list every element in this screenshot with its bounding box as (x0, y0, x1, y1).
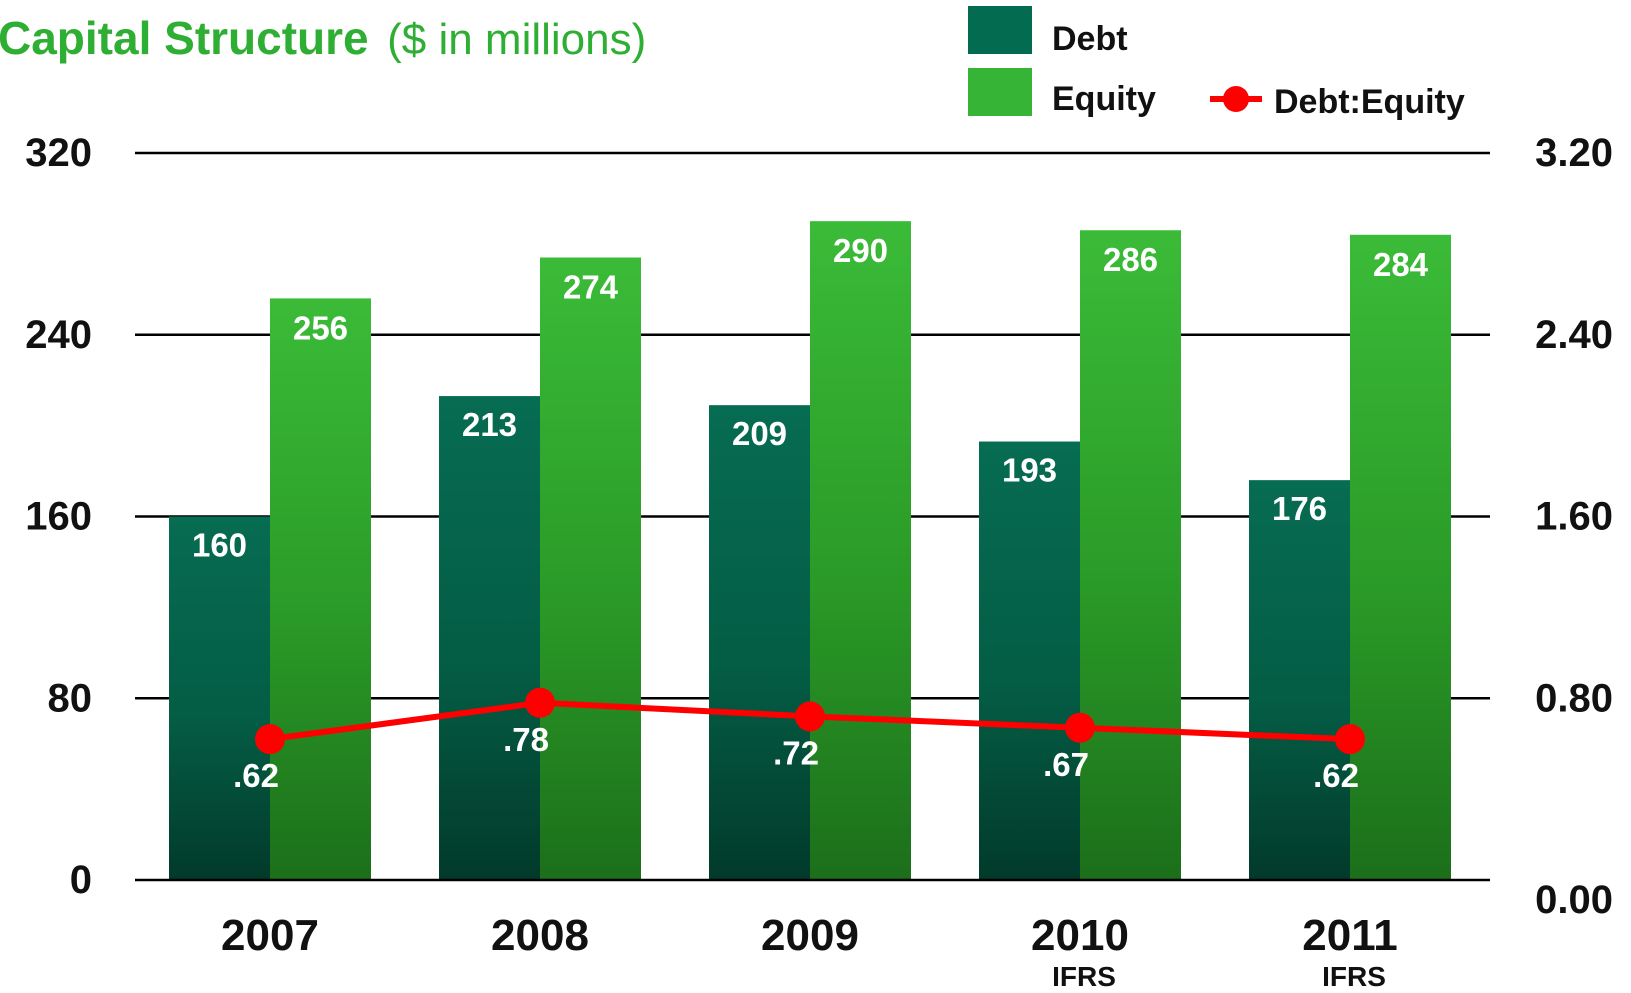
bar-equity (540, 257, 641, 881)
bar-label-equity: 284 (1373, 246, 1429, 283)
bar-label-equity: 256 (293, 309, 348, 346)
bar-debt (709, 405, 810, 880)
bar-value-labels: 160 256 213 274 209 290 193 286 176 284 (192, 232, 1429, 563)
bar-label-equity: 274 (563, 269, 619, 306)
right-tick-label: 3.20 (1535, 131, 1613, 175)
ratio-value-label: .62 (1313, 757, 1359, 794)
right-tick-label: 0.80 (1535, 676, 1613, 720)
legend-swatch-debt (968, 6, 1032, 54)
bar-equity (1350, 234, 1451, 881)
bar-debt (1249, 480, 1350, 880)
ratio-point (795, 701, 825, 732)
bar-label-debt: 193 (1002, 452, 1057, 489)
category-sublabel: IFRS (1052, 961, 1116, 992)
bar-label-debt: 209 (732, 415, 787, 452)
ratio-point (525, 687, 555, 718)
right-tick-label: 0.00 (1535, 878, 1613, 922)
bar-label-debt: 213 (462, 406, 517, 443)
category-label: 2008 (491, 911, 589, 960)
category-label: 2011 (1302, 911, 1397, 960)
left-tick-label: 320 (25, 131, 92, 175)
legend-marker-ratio (1223, 86, 1249, 112)
bar-equity (1080, 230, 1181, 880)
bar-equity (270, 298, 371, 880)
bar-label-debt: 160 (192, 527, 247, 564)
ratio-value-label: .78 (503, 721, 549, 758)
ratio-value-label: .72 (773, 734, 819, 771)
ratio-value-label: .62 (233, 757, 279, 794)
bar-debt (169, 516, 270, 880)
left-tick-label: 160 (25, 495, 92, 539)
left-tick-label: 80 (48, 676, 93, 720)
bar-label-equity: 286 (1103, 241, 1158, 278)
right-axis-ticks: 0.00 0.80 1.60 2.40 3.20 (1535, 131, 1613, 922)
legend: Debt Equity Debt:Equity (968, 6, 1465, 121)
bar-debt (439, 396, 540, 880)
left-tick-label: 240 (25, 313, 92, 357)
bar-label-equity: 290 (833, 232, 888, 269)
ratio-line-series: .62 .78 .72 .67 .62 (233, 687, 1365, 794)
right-tick-label: 2.40 (1535, 313, 1613, 357)
left-tick-label: 0 (70, 858, 92, 902)
legend-swatch-equity (968, 68, 1032, 116)
category-sublabel: IFRS (1322, 961, 1386, 992)
ratio-point (1335, 724, 1365, 755)
category-label: 2007 (221, 911, 319, 960)
legend-label-debt: Debt (1052, 20, 1128, 58)
category-label: 2009 (761, 911, 859, 960)
chart-title: Capital Structure ($ in millions) (0, 12, 646, 64)
ratio-point (255, 724, 285, 755)
legend-label-ratio: Debt:Equity (1274, 83, 1465, 121)
bars (169, 221, 1451, 881)
right-tick-label: 1.60 (1535, 495, 1613, 539)
chart-subtitle: ($ in millions) (387, 15, 646, 64)
left-axis-ticks: 0 80 160 240 320 (25, 131, 92, 902)
ratio-point (1065, 712, 1095, 743)
ratio-value-label: .67 (1043, 746, 1089, 783)
category-label: 2010 (1031, 911, 1129, 960)
chart-title-main: Capital Structure (0, 12, 369, 64)
bar-debt (979, 441, 1080, 880)
bar-label-debt: 176 (1272, 490, 1327, 527)
bar-equity (810, 221, 911, 880)
legend-label-equity: Equity (1052, 80, 1156, 118)
